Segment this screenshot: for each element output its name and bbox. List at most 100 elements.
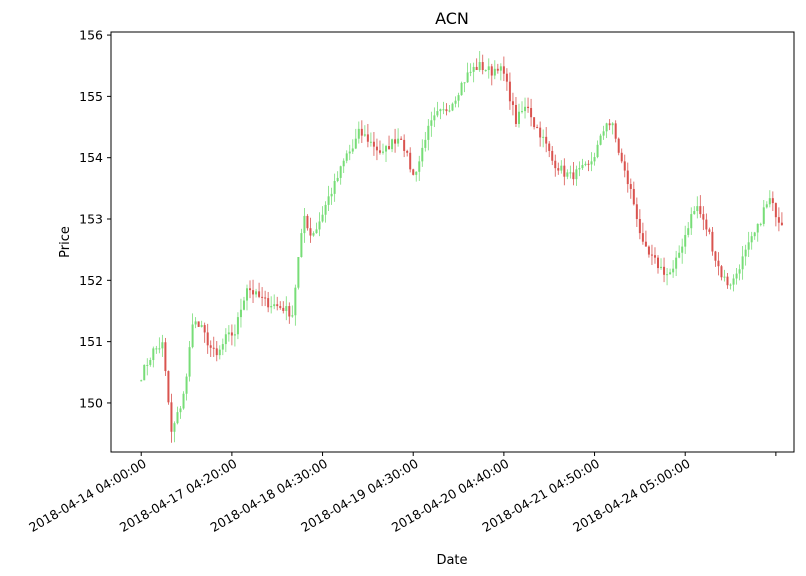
- candle-body: [324, 204, 327, 215]
- candle-body: [753, 232, 756, 237]
- candle-body: [203, 325, 206, 333]
- candle-body: [502, 66, 505, 74]
- candle-body: [372, 141, 375, 147]
- candle-body: [496, 68, 499, 71]
- candle-body: [666, 274, 669, 276]
- candle-body: [681, 246, 684, 253]
- candle-body: [161, 342, 164, 349]
- candle-body: [397, 138, 400, 144]
- candle-body: [143, 364, 146, 381]
- y-tick-label: 152: [79, 273, 103, 288]
- candle-body: [536, 127, 539, 129]
- candle-body: [146, 364, 149, 366]
- candle-body: [608, 123, 611, 126]
- candle-body: [508, 81, 511, 102]
- candle-body: [545, 136, 548, 144]
- candle-body: [590, 161, 593, 165]
- candle-body: [285, 306, 288, 311]
- candle-body: [206, 332, 209, 346]
- candle-body: [158, 348, 161, 350]
- candle-body: [578, 168, 581, 170]
- candle-body: [605, 123, 608, 132]
- candle-body: [744, 249, 747, 257]
- candle-body: [436, 111, 439, 116]
- candle-body: [475, 66, 478, 71]
- candle-body: [303, 215, 306, 234]
- candle-body: [327, 196, 330, 205]
- candle-body: [548, 143, 551, 151]
- candle-body: [230, 332, 233, 336]
- candle-body: [318, 221, 321, 230]
- candle-body: [236, 317, 239, 335]
- candle-body: [720, 266, 723, 278]
- candle-body: [375, 146, 378, 151]
- candle-body: [415, 171, 418, 175]
- candle-body: [239, 309, 242, 318]
- candle-body: [699, 206, 702, 215]
- candle-body: [569, 172, 572, 174]
- candle-body: [412, 169, 415, 175]
- candle-body: [433, 115, 436, 121]
- candle-body: [273, 304, 276, 307]
- candle-body: [765, 204, 768, 208]
- candle-body: [539, 127, 542, 138]
- candle-body: [493, 68, 496, 76]
- candle-body: [557, 168, 560, 171]
- candle-body: [403, 139, 406, 151]
- candle-body: [711, 231, 714, 252]
- candle-body: [584, 163, 587, 166]
- candle-body: [499, 66, 502, 71]
- candle-body: [188, 347, 191, 377]
- candle-body: [551, 150, 554, 161]
- candle-body: [511, 101, 514, 105]
- candle-body: [524, 106, 527, 112]
- candle-body: [650, 254, 653, 256]
- candle-body: [581, 165, 584, 169]
- candle-body: [354, 138, 357, 149]
- candle-body: [245, 288, 248, 301]
- candle-body: [366, 134, 369, 142]
- candle-body: [611, 123, 614, 126]
- candle-body: [345, 153, 348, 161]
- y-tick-label: 151: [79, 334, 103, 349]
- candle-body: [735, 273, 738, 279]
- candle-body: [221, 344, 224, 350]
- candle-body: [690, 214, 693, 229]
- y-tick-label: 154: [79, 150, 103, 165]
- candle-body: [696, 206, 699, 212]
- candle-body: [632, 188, 635, 205]
- candle-body: [282, 307, 285, 311]
- candle-body: [678, 252, 681, 258]
- candle-body: [385, 146, 388, 152]
- candle-body: [439, 109, 442, 112]
- candle-body: [635, 204, 638, 220]
- candle-body: [759, 223, 762, 225]
- candle-body: [212, 347, 215, 349]
- candle-body: [723, 276, 726, 278]
- candle-body: [741, 256, 744, 270]
- candle-body: [348, 151, 351, 154]
- candle-body: [152, 348, 155, 361]
- candle-body: [517, 111, 520, 124]
- candle-body: [599, 135, 602, 145]
- candle-body: [451, 103, 454, 111]
- candle-body: [762, 207, 765, 224]
- candle-body: [264, 297, 267, 299]
- candle-body: [255, 291, 258, 295]
- candle-body: [176, 412, 179, 424]
- candle-body: [527, 106, 530, 109]
- candle-body: [369, 141, 372, 143]
- candle-body: [191, 324, 194, 348]
- candle-body: [276, 304, 279, 307]
- candle-body: [660, 266, 663, 269]
- candle-body: [469, 71, 472, 73]
- candle-body: [197, 321, 200, 327]
- y-tick-label: 150: [79, 395, 103, 410]
- candle-body: [472, 66, 475, 72]
- candle-body: [297, 257, 300, 288]
- candle-body: [309, 228, 312, 236]
- candle-body: [258, 291, 261, 297]
- candle-body: [363, 134, 366, 136]
